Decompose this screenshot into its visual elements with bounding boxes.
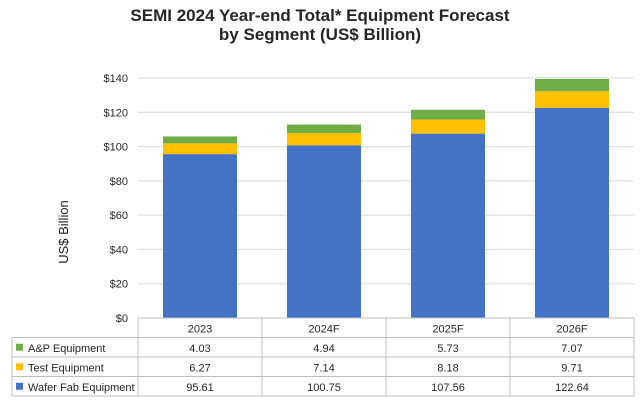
y-tick-label-100: $100 — [104, 142, 128, 154]
bar-2025f-wafer-fab-equipment — [411, 133, 485, 318]
bar-2026f-wafer-fab-equipment — [535, 107, 609, 318]
bar-2025f-test-equipment — [411, 119, 485, 134]
y-tick-label-60: $60 — [110, 210, 128, 222]
data-label-a-p-equipment-2026f: 7.07 — [561, 343, 582, 355]
bar-2024f-a-p-equipment — [287, 124, 361, 134]
y-tick-label-20: $20 — [110, 279, 128, 291]
bar-2025f-a-p-equipment — [411, 109, 485, 120]
chart-title-line-2: by Segment (US$ Billion) — [218, 25, 422, 44]
y-axis-label: US$ Billion — [56, 200, 71, 264]
data-label-a-p-equipment-2023: 4.03 — [189, 343, 210, 355]
data-label-wafer-fab-equipment-2025f: 107.56 — [431, 382, 465, 394]
category-label-2026f: 2026F — [556, 324, 587, 336]
bar-2023-a-p-equipment — [163, 136, 237, 144]
legend-key-wafer-fab-equipment — [16, 382, 23, 390]
data-label-wafer-fab-equipment-2026f: 122.64 — [555, 382, 589, 394]
y-tick-label-0: $0 — [116, 313, 128, 325]
data-label-test-equipment-2023: 6.27 — [189, 363, 210, 375]
y-tick-label-40: $40 — [110, 244, 128, 256]
data-label-a-p-equipment-2024f: 4.94 — [313, 343, 334, 355]
bar-2026f-a-p-equipment — [535, 78, 609, 92]
data-label-test-equipment-2025f: 8.18 — [437, 363, 458, 375]
legend-label-a-p-equipment: A&P Equipment — [28, 343, 105, 355]
bars — [163, 78, 609, 318]
data-label-test-equipment-2024f: 7.14 — [313, 363, 334, 375]
category-label-2025f: 2025F — [432, 324, 463, 336]
chart-title-line-1: SEMI 2024 Year-end Total* Equipment Fore… — [130, 6, 510, 25]
y-axis: $0 $20 $40 $60 $80 $100 $120 $140 — [104, 73, 128, 325]
y-tick-label-120: $120 — [104, 107, 128, 119]
data-label-test-equipment-2026f: 9.71 — [561, 363, 582, 375]
bar-2024f-test-equipment — [287, 133, 361, 146]
category-label-2024f: 2024F — [308, 324, 339, 336]
legend-key-a-p-equipment — [16, 343, 23, 351]
data-label-wafer-fab-equipment-2024f: 100.75 — [307, 382, 341, 394]
y-tick-label-80: $80 — [110, 176, 128, 188]
bar-2026f-test-equipment — [535, 91, 609, 108]
data-table: 2023 2024F 2025F 2026F A&P Equipment 4.03 4.94… — [11, 317, 635, 397]
data-label-a-p-equipment-2025f: 5.73 — [437, 343, 458, 355]
legend-label-test-equipment: Test Equipment — [28, 363, 104, 375]
category-label-2023: 2023 — [188, 324, 212, 336]
data-label-wafer-fab-equipment-2023: 95.61 — [186, 382, 214, 394]
bar-2023-test-equipment — [163, 143, 237, 155]
bar-2024f-wafer-fab-equipment — [287, 145, 361, 318]
legend-label-wafer-fab-equipment: Wafer Fab Equipment — [28, 382, 135, 394]
legend-key-test-equipment — [16, 363, 23, 371]
bar-2023-wafer-fab-equipment — [163, 154, 237, 318]
y-tick-label-140: $140 — [104, 73, 128, 85]
